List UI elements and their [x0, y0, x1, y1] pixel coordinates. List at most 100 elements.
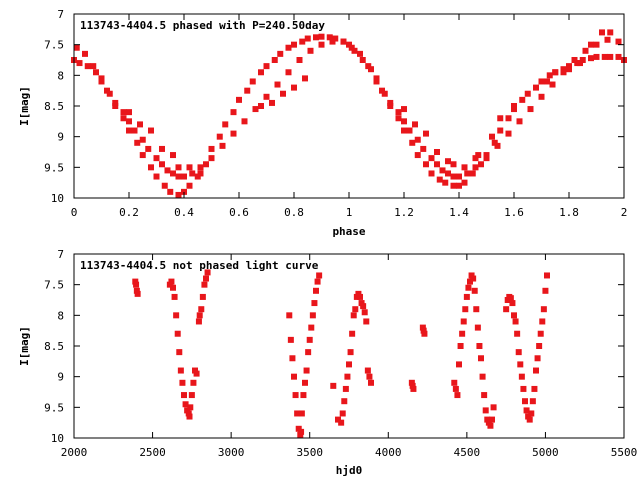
unphased-data-point	[357, 293, 363, 300]
unphased-data-point	[316, 272, 323, 279]
phased-data-point	[472, 164, 479, 171]
unphased-data-point	[471, 287, 478, 294]
unphased-y-tick-label: 9.5	[44, 401, 64, 414]
unphased-data-point	[456, 361, 462, 368]
unphased-data-point	[514, 330, 521, 337]
phased-x-tick-label: 2	[621, 206, 628, 219]
phased-data-point	[181, 188, 187, 195]
unphased-data-point	[298, 410, 305, 417]
phased-data-point	[379, 87, 385, 94]
phased-data-point	[365, 63, 372, 70]
phased-data-point	[307, 47, 314, 54]
phased-data-point	[329, 38, 336, 45]
unphased-data-point	[313, 287, 319, 294]
unphased-data-point	[478, 355, 484, 362]
phased-plot-title: 113743-4404.5 phased with P=240.50day	[80, 19, 325, 32]
unphased-data-point	[363, 318, 370, 325]
unphased-data-point	[528, 410, 535, 417]
phased-data-point	[395, 109, 402, 116]
phased-data-point	[373, 75, 380, 82]
unphased-data-point	[344, 373, 351, 380]
phased-data-point	[208, 145, 215, 152]
unphased-y-tick-label: 7	[57, 248, 64, 261]
unphased-data-point	[479, 373, 486, 380]
phased-data-point	[571, 57, 578, 63]
phased-data-point	[601, 53, 608, 60]
unphased-x-tick-label: 5500	[611, 446, 638, 459]
phased-data-point	[93, 69, 99, 76]
phased-data-point	[197, 170, 204, 177]
phased-data-point	[291, 84, 297, 91]
phased-data-point	[346, 41, 352, 48]
unphased-data-point	[476, 343, 483, 349]
unphased-data-point	[487, 422, 494, 429]
phased-data-point	[434, 149, 440, 155]
phased-data-point	[475, 152, 482, 159]
phased-y-tick-label: 9	[57, 131, 64, 144]
phased-data-point	[524, 90, 531, 97]
phased-data-point	[461, 164, 468, 171]
unphased-data-point	[346, 361, 352, 368]
phased-data-point	[494, 142, 501, 149]
phased-data-point	[566, 63, 572, 70]
phased-y-tick-label: 7	[57, 8, 64, 21]
phased-data-point	[326, 34, 333, 41]
phased-data-point	[304, 35, 311, 42]
phased-data-point	[90, 63, 97, 70]
phased-x-tick-label: 0.4	[174, 206, 194, 219]
phased-data-point	[120, 109, 127, 116]
unphased-data-point	[534, 355, 541, 362]
unphased-data-point	[335, 416, 341, 423]
phased-data-point	[131, 127, 138, 134]
unphased-data-point	[314, 278, 321, 285]
unphased-data-point	[482, 407, 489, 414]
unphased-data-point	[303, 367, 310, 374]
unphased-data-point	[533, 367, 539, 374]
phased-data-point	[137, 121, 143, 128]
phased-data-point	[588, 55, 594, 62]
phased-data-point	[615, 53, 622, 60]
phased-data-point	[357, 50, 363, 57]
phased-data-point	[409, 139, 416, 146]
phased-data-point	[544, 78, 550, 85]
unphased-data-point	[192, 367, 198, 374]
unphased-data-point	[193, 370, 200, 377]
unphased-data-point	[517, 361, 524, 368]
unphased-data-point	[338, 419, 345, 426]
phased-data-point	[112, 99, 119, 106]
unphased-data-point	[462, 306, 469, 313]
phased-data-point	[489, 133, 495, 140]
phased-data-point	[516, 118, 523, 125]
unphased-data-point	[537, 330, 544, 337]
phased-data-point	[112, 103, 119, 109]
unphased-x-tick-label: 3000	[218, 446, 245, 459]
phased-data-point	[186, 182, 193, 189]
unphased-data-point	[454, 392, 461, 399]
phased-data-point	[241, 118, 248, 125]
unphased-data-point	[292, 392, 299, 399]
phased-data-point	[84, 63, 91, 70]
phased-data-point	[181, 173, 187, 180]
unphased-data-point	[341, 398, 348, 405]
unphased-data-point	[460, 318, 467, 325]
unphased-data-point	[473, 306, 480, 313]
unphased-x-tick-label: 3500	[296, 446, 323, 459]
unphased-data-point	[474, 324, 481, 331]
phased-data-point	[230, 130, 237, 137]
unphased-data-point	[198, 306, 205, 313]
unphased-data-point	[298, 428, 305, 435]
phased-data-point	[423, 130, 429, 137]
phased-data-point	[491, 139, 498, 146]
phased-data-point	[299, 38, 306, 45]
unphased-plot-title: 113743-4404.5 not phased light curve	[80, 259, 319, 272]
phased-x-tick-label: 0.8	[284, 206, 304, 219]
phased-data-point	[593, 41, 600, 48]
phased-data-point	[450, 182, 457, 189]
phased-data-point	[167, 188, 174, 195]
phased-data-point	[483, 155, 490, 162]
unphased-data-point	[182, 401, 189, 408]
phased-data-point	[439, 167, 446, 174]
phased-data-point	[291, 41, 297, 48]
unphased-data-point	[195, 318, 202, 325]
phased-data-point	[497, 115, 504, 122]
